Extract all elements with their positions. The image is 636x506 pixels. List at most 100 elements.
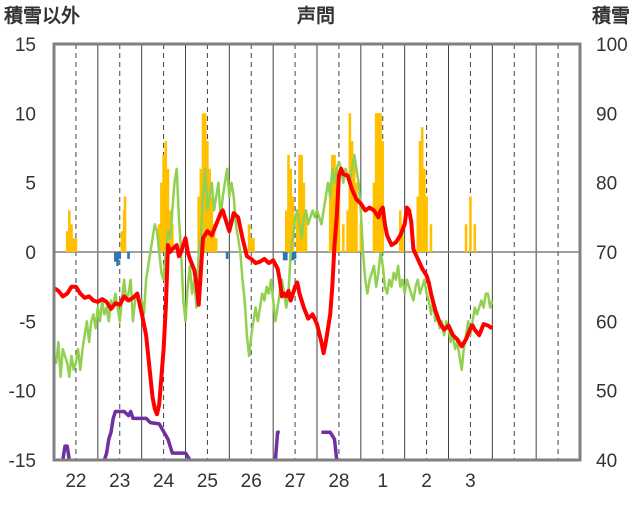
precip-bar	[416, 196, 420, 252]
precip-bar	[120, 231, 124, 252]
y-right-tick: 70	[596, 243, 617, 264]
y-right-tick: 80	[596, 174, 617, 195]
x-tick: 24	[153, 471, 175, 492]
negative-bar	[116, 252, 119, 266]
precip-bar	[210, 196, 214, 252]
precip-bar	[166, 168, 170, 252]
precip-bar	[429, 224, 433, 252]
y-right-tick: 100	[596, 35, 628, 56]
precip-bar	[331, 154, 334, 252]
x-tick: 2	[421, 471, 432, 492]
precip-bar	[171, 224, 174, 252]
wind-series	[102, 409, 192, 461]
precip-bar	[291, 196, 295, 252]
precip-bar	[70, 224, 73, 252]
wind-series	[321, 430, 339, 461]
precip-bar	[214, 238, 218, 252]
precip-bar	[162, 154, 165, 252]
precip-bar	[289, 168, 292, 252]
precip-bar	[300, 154, 303, 252]
wind-series	[61, 444, 72, 461]
precip-bar	[160, 182, 163, 252]
precip-bar	[423, 168, 426, 252]
plot-border	[52, 42, 582, 462]
chart-title: 声問	[296, 4, 335, 27]
y-left-tick: -5	[19, 312, 36, 333]
y-left-tick: 15	[15, 35, 36, 56]
x-tick: 23	[109, 471, 130, 492]
precip-bar	[164, 141, 168, 252]
wind-layer	[61, 409, 339, 461]
precip-bar	[197, 196, 200, 252]
temperature-layer	[52, 166, 494, 417]
y-left-tick: -10	[9, 382, 36, 403]
negative-bar	[118, 252, 122, 259]
x-tick: 28	[328, 471, 349, 492]
precip-bar	[123, 196, 127, 252]
y-left-label: 積雪以外	[4, 4, 80, 27]
x-tick: 26	[241, 471, 262, 492]
precip-bar	[337, 182, 341, 252]
precip-bar	[295, 210, 299, 252]
negative-bar	[225, 252, 229, 259]
negative-bar	[127, 252, 130, 259]
precip-bar	[328, 182, 332, 252]
negative-bar	[285, 252, 288, 261]
precip-bar	[247, 224, 251, 252]
axes	[52, 42, 582, 462]
precip-bar	[379, 113, 382, 252]
precip-bar	[372, 182, 376, 252]
precip-bar	[199, 168, 203, 252]
x-tick: 3	[465, 471, 476, 492]
y-left-tick: 5	[25, 174, 36, 195]
precip-bar	[68, 210, 71, 252]
negative-bar	[291, 252, 295, 261]
x-tick: 27	[285, 471, 306, 492]
precip-bar	[350, 141, 354, 252]
precip-bar	[298, 154, 301, 252]
precip-bar	[342, 224, 345, 252]
precip-bar	[287, 154, 290, 252]
negative-bar	[114, 252, 117, 262]
negative-bar	[282, 252, 286, 261]
precip-bar	[74, 238, 78, 252]
y-left-tick: 10	[15, 104, 36, 125]
precip-bar	[304, 210, 308, 252]
labels: 積雪以外 声問 積雪 151050-5-10-15100908070605040…	[4, 4, 630, 492]
y-left-tick: -15	[9, 451, 36, 472]
temperature-series	[52, 166, 494, 417]
precip-bar	[464, 224, 468, 252]
y-right-tick: 60	[596, 312, 617, 333]
precip-bar	[157, 224, 161, 252]
y-right-tick: 90	[596, 104, 617, 125]
wind-series	[273, 430, 280, 461]
y-left-tick: 0	[25, 243, 36, 264]
x-tick: 25	[197, 471, 218, 492]
negative-bar	[293, 252, 297, 259]
precip-bar	[65, 231, 69, 252]
grid	[54, 44, 580, 460]
precip-bar	[72, 238, 76, 252]
precip-bar	[469, 196, 472, 252]
precip-bar	[401, 224, 404, 252]
y-right-label: 積雪	[592, 4, 630, 27]
precip-bar	[285, 210, 288, 252]
y-right-tick: 40	[596, 451, 617, 472]
precip-bar	[346, 210, 349, 252]
precip-bar	[381, 141, 385, 252]
precip-bar	[420, 127, 424, 252]
precip-bar	[252, 238, 255, 252]
precip-bar	[355, 182, 358, 252]
precip-bar	[418, 141, 422, 252]
precip-bar	[212, 224, 216, 252]
precip-bar	[473, 224, 477, 252]
x-tick: 22	[65, 471, 86, 492]
precip-bar	[374, 113, 378, 252]
precip-bar	[425, 196, 428, 252]
x-tick: 1	[377, 471, 388, 492]
y-right-tick: 50	[596, 382, 617, 403]
precip-bar	[208, 168, 211, 252]
precip-bar	[377, 113, 380, 252]
precip-bar	[359, 224, 363, 252]
